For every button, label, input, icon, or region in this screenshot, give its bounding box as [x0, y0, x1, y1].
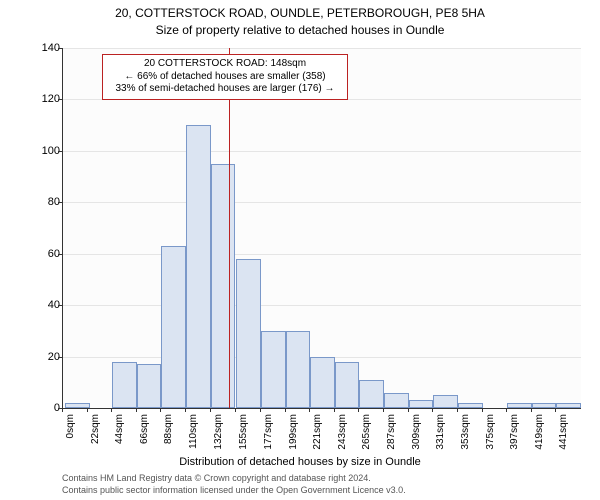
x-tick-mark — [555, 408, 556, 412]
page-title: 20, COTTERSTOCK ROAD, OUNDLE, PETERBOROU… — [0, 0, 600, 22]
x-tick-mark — [260, 408, 261, 412]
x-tick-label: 375sqm — [485, 414, 496, 450]
histogram-bar — [458, 403, 483, 408]
annotation-line-3: 33% of semi-detached houses are larger (… — [109, 83, 341, 96]
page-subtitle: Size of property relative to detached ho… — [0, 23, 600, 37]
x-tick-label: 177sqm — [263, 414, 274, 450]
histogram-bar — [384, 393, 409, 408]
x-tick-label: 441sqm — [558, 414, 569, 450]
histogram-bar — [236, 259, 261, 408]
x-tick-mark — [62, 408, 63, 412]
y-tick-mark — [58, 99, 62, 100]
x-tick-label: 287sqm — [386, 414, 397, 450]
annotation-line-2: ← 66% of detached houses are smaller (35… — [109, 71, 341, 84]
y-tick-mark — [58, 254, 62, 255]
histogram-bar — [211, 164, 236, 408]
x-tick-mark — [383, 408, 384, 412]
x-tick-label: 199sqm — [288, 414, 299, 450]
y-tick-label: 0 — [38, 402, 60, 414]
y-tick-label: 140 — [38, 42, 60, 54]
annotation-box: 20 COTTERSTOCK ROAD: 148sqm ← 66% of det… — [102, 54, 348, 100]
y-tick-label: 40 — [38, 299, 60, 311]
x-axis-label: Distribution of detached houses by size … — [0, 456, 600, 468]
histogram-bar — [161, 246, 186, 408]
x-tick-mark — [136, 408, 137, 412]
x-tick-label: 0sqm — [65, 414, 76, 438]
grid-line — [63, 202, 581, 203]
x-tick-label: 397sqm — [509, 414, 520, 450]
x-tick-label: 419sqm — [534, 414, 545, 450]
x-tick-label: 309sqm — [411, 414, 422, 450]
x-tick-label: 88sqm — [163, 414, 174, 444]
histogram-bar — [556, 403, 581, 408]
x-tick-mark — [285, 408, 286, 412]
histogram-bar — [261, 331, 286, 408]
x-tick-mark — [408, 408, 409, 412]
y-tick-mark — [58, 305, 62, 306]
x-tick-label: 331sqm — [435, 414, 446, 450]
histogram-bar — [186, 125, 211, 408]
footer-attribution: Contains HM Land Registry data © Crown c… — [62, 473, 406, 496]
y-tick-mark — [58, 202, 62, 203]
x-tick-mark — [235, 408, 236, 412]
grid-line — [63, 48, 581, 49]
x-tick-mark — [160, 408, 161, 412]
x-tick-mark — [432, 408, 433, 412]
property-marker-line — [229, 48, 230, 408]
grid-line — [63, 99, 581, 100]
histogram-bar — [310, 357, 335, 408]
x-tick-mark — [358, 408, 359, 412]
x-tick-mark — [111, 408, 112, 412]
y-tick-mark — [58, 357, 62, 358]
grid-line — [63, 305, 581, 306]
x-tick-mark — [457, 408, 458, 412]
x-tick-label: 66sqm — [139, 414, 150, 444]
x-tick-mark — [185, 408, 186, 412]
y-tick-label: 100 — [38, 145, 60, 157]
footer-line-2: Contains public sector information licen… — [62, 485, 406, 497]
histogram-bar — [359, 380, 384, 408]
histogram-bar — [137, 364, 162, 408]
y-tick-mark — [58, 48, 62, 49]
footer-line-1: Contains HM Land Registry data © Crown c… — [62, 473, 406, 485]
y-tick-label: 120 — [38, 93, 60, 105]
x-tick-mark — [334, 408, 335, 412]
plot-area — [62, 48, 581, 409]
histogram-bar — [433, 395, 458, 408]
x-tick-label: 110sqm — [188, 414, 199, 449]
grid-line — [63, 254, 581, 255]
x-tick-label: 22sqm — [90, 414, 101, 444]
annotation-line-1: 20 COTTERSTOCK ROAD: 148sqm — [109, 58, 341, 71]
x-tick-mark — [309, 408, 310, 412]
x-tick-label: 221sqm — [312, 414, 323, 450]
x-tick-label: 243sqm — [337, 414, 348, 450]
x-tick-mark — [482, 408, 483, 412]
histogram-bar — [286, 331, 311, 408]
x-tick-mark — [210, 408, 211, 412]
x-tick-label: 155sqm — [238, 414, 249, 450]
y-tick-label: 80 — [38, 196, 60, 208]
y-tick-mark — [58, 151, 62, 152]
x-tick-mark — [506, 408, 507, 412]
histogram-bar — [507, 403, 532, 408]
y-tick-label: 60 — [38, 248, 60, 260]
x-tick-label: 353sqm — [460, 414, 471, 450]
x-tick-label: 44sqm — [114, 414, 125, 444]
histogram-bar — [532, 403, 557, 408]
x-tick-label: 132sqm — [213, 414, 224, 450]
x-tick-mark — [531, 408, 532, 412]
histogram-bar — [335, 362, 360, 408]
histogram-bar — [409, 400, 434, 408]
grid-line — [63, 151, 581, 152]
x-tick-mark — [87, 408, 88, 412]
histogram-bar — [112, 362, 137, 408]
x-tick-label: 265sqm — [361, 414, 372, 450]
y-tick-label: 20 — [38, 351, 60, 363]
